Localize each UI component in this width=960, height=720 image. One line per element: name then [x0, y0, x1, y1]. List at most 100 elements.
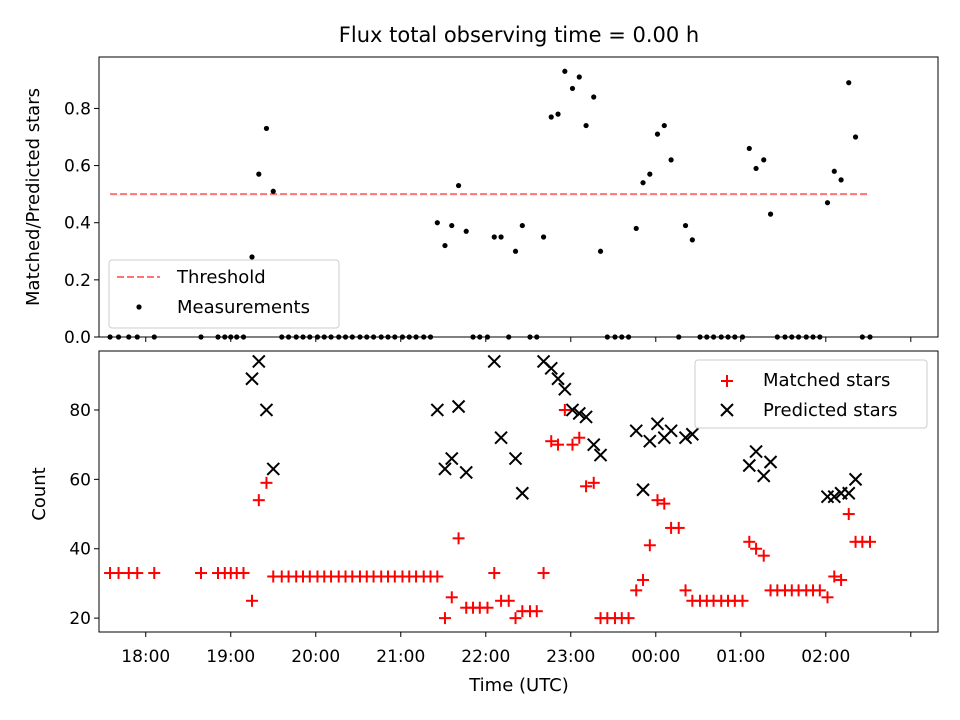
measurement-point [540, 234, 547, 240]
matched-star-point [252, 494, 265, 507]
measurement-point [555, 111, 561, 117]
matched-star-point [445, 591, 458, 604]
predicted-star-point [827, 489, 842, 504]
measurement-point [442, 242, 448, 249]
measurement-point [668, 157, 674, 163]
matched-star-point [736, 594, 749, 607]
matched-star-point [828, 570, 841, 583]
matched-star-point [580, 480, 593, 493]
top-axes-frame [98, 56, 939, 338]
predicted-star-point [757, 469, 771, 483]
bottom-xtick-label: 18:00 [121, 647, 170, 667]
bottom-xtick-label: 21:00 [376, 647, 425, 667]
measurement-point [562, 68, 568, 74]
measurement-point [661, 122, 667, 129]
matched-star-point [530, 605, 543, 618]
predicted-star-point [494, 431, 508, 445]
matched-star-point [509, 612, 522, 625]
matched-star-point [545, 435, 558, 448]
legend-threshold-label: Threshold [176, 267, 266, 288]
bottom-plot-area [104, 354, 876, 625]
top-y-axis-label: Matched/Predicted stars [23, 88, 44, 306]
predicted-star-point [259, 403, 274, 417]
predicted-star-point [515, 486, 530, 500]
predicted-star-point [820, 489, 835, 504]
measurement-point [682, 222, 689, 229]
matched-star-point [112, 567, 125, 580]
top-x-axis [145, 337, 912, 342]
predicted-star-point [245, 372, 259, 386]
predicted-star-point [487, 354, 501, 369]
measurement-point [633, 225, 639, 232]
top-ytick-label: 0.2 [64, 271, 91, 291]
predicted-star-point [572, 406, 586, 421]
predicted-star-point [587, 437, 601, 452]
bottom-xtick-label: 01:00 [716, 647, 765, 667]
predicted-star-point [252, 354, 266, 369]
matched-star-point [835, 573, 848, 586]
matched-star-point [502, 594, 515, 607]
predicted-star-point [685, 427, 700, 441]
matched-star-point [481, 601, 494, 614]
predicted-star-point [636, 483, 650, 497]
matched-star-point [552, 438, 565, 451]
measurement-point [852, 134, 859, 140]
matched-star-point [637, 573, 650, 586]
top-ytick-label: 0.4 [64, 214, 91, 234]
measurement-point [263, 125, 270, 132]
measurement-point [463, 228, 469, 234]
bottom-xtick-label: 23:00 [546, 647, 595, 667]
measurement-point [753, 165, 759, 172]
measurement-point [256, 171, 262, 177]
predicted-star-point [551, 372, 565, 386]
measurement-point [746, 145, 752, 152]
measurement-point [640, 180, 646, 186]
measurement-point [270, 188, 276, 194]
bottom-ytick-label: 40 [69, 540, 91, 560]
chart-title: Flux total observing time = 0.00 h [339, 23, 699, 47]
bottom-panel: 20 40 60 80 18:00 19:00 20:00 21:00 22:00 23:00 0… [29, 350, 939, 696]
bottom-xtick-label: 00:00 [631, 647, 680, 667]
measurement-point [838, 177, 844, 183]
predicted-star-point [565, 403, 580, 417]
measurement-point [249, 254, 255, 260]
matched-star-point [195, 567, 208, 580]
matched-star-point [630, 584, 643, 597]
predicted-star-point [664, 424, 678, 438]
measurement-point [824, 200, 831, 206]
predicted-star-point [749, 444, 763, 459]
matched-star-point [750, 542, 763, 555]
predicted-star-point [842, 486, 856, 500]
measurement-point [576, 74, 582, 80]
bottom-axes-frame [98, 350, 939, 633]
matched-star-point [246, 594, 259, 607]
predicted-star-point [763, 455, 778, 469]
matched-star-point [131, 567, 144, 580]
bottom-ytick-label: 80 [69, 401, 91, 421]
legend-measurements-swatch [136, 304, 142, 310]
top-panel: Flux total observing time = 0.00 h 0.0 0.… [23, 23, 939, 348]
predicted-star-point [848, 472, 863, 487]
predicted-star-point [459, 465, 473, 480]
predicted-star-point [650, 417, 665, 431]
matched-star-point [566, 438, 579, 451]
top-ytick-label: 0.0 [64, 328, 91, 348]
matched-star-point [863, 535, 876, 548]
legend-matched-label: Matched stars [763, 370, 890, 391]
top-legend-box [108, 259, 340, 329]
predicted-star-point [593, 448, 608, 462]
measurement-point [831, 168, 837, 174]
bottom-xtick-label: 20:00 [291, 647, 340, 667]
measurement-point [569, 85, 576, 92]
measurement-point [761, 157, 767, 163]
top-ytick-label: 0.8 [64, 99, 91, 119]
bottom-y-axis-label: Count [29, 467, 50, 520]
measurement-point [434, 220, 440, 226]
matched-star-point [679, 584, 692, 597]
measurement-point [449, 222, 455, 229]
predicted-star-point [678, 431, 693, 445]
measurement-point [767, 211, 774, 217]
bottom-ytick-label: 20 [69, 609, 91, 629]
matched-star-point [757, 549, 770, 562]
